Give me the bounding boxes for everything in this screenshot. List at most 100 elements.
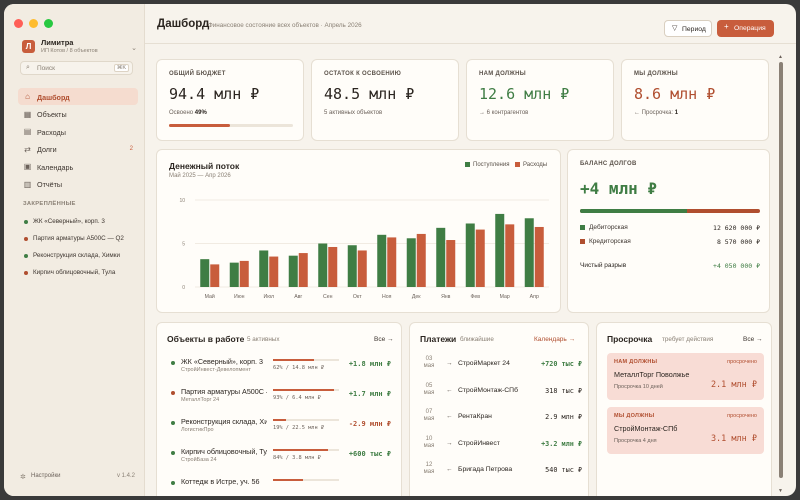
outgoing-arrow-icon: ← [446, 466, 453, 473]
sidebar-item-2[interactable]: ▤ Расходы [18, 123, 138, 140]
payment-day: 10 [425, 435, 433, 442]
overdue-type: МЫ ДОЛЖНЫ [614, 413, 655, 419]
outgoing-arrow-icon: ← [446, 413, 453, 420]
search-input[interactable]: Поиск [37, 65, 56, 72]
bar-income [436, 227, 446, 287]
kpi-label: ОСТАТОК К ОСВОЕНИЮ [324, 71, 402, 77]
pinned-item-label: Реконструкция склада, Химки [33, 251, 121, 259]
pinned-item[interactable]: Партия арматуры А500С — Q2 [23, 232, 143, 249]
object-progress-bar [273, 359, 339, 361]
scrollbar-thumb[interactable] [779, 62, 783, 478]
bar-expense [357, 250, 367, 287]
list-item[interactable]: 07 мая ← РентаКран 2.9 млн ₽ [422, 409, 582, 431]
payable-swatch [580, 239, 585, 244]
pinned-item[interactable]: Кирпич облицовочный, Тула [23, 266, 143, 283]
bar-expense [269, 256, 279, 287]
receivable-swatch [580, 225, 585, 230]
object-name: Партия арматуры А500С — Q2 [181, 387, 267, 396]
overdue-card: Просрочка требует действия Все → НАМ ДОЛ… [596, 322, 772, 496]
org-logo: Л [22, 40, 35, 53]
balance-label: БАЛАНС ДОЛГОВ [580, 161, 637, 167]
close-window-button[interactable] [14, 19, 23, 28]
object-progress-fill [273, 359, 314, 361]
debt-icon: ⇄ [24, 144, 31, 154]
list-item[interactable]: 03 мая → СтройМаркет 24 +720 тыс ₽ [422, 356, 582, 378]
maximize-window-button[interactable] [44, 19, 53, 28]
minimize-window-button[interactable] [29, 19, 38, 28]
search-box[interactable]: ⌕ Поиск ⌘K [20, 61, 133, 75]
scroll-down-icon[interactable]: ▼ [778, 488, 783, 494]
kpi-label: НАМ ДОЛЖНЫ [479, 71, 526, 77]
sidebar-item-1[interactable]: ▦ Объекты [18, 106, 138, 123]
kpi-value: 12.6 млн ₽ [479, 85, 570, 103]
bar-expense [239, 260, 249, 287]
payment-month: мая [423, 416, 435, 422]
settings-link[interactable]: Настройки [31, 473, 61, 479]
pinned-item[interactable]: Реконструкция склада, Химки [23, 249, 143, 266]
table-row[interactable]: ЖК «Северный», корп. 3 СтройИнвест-Девело… [169, 356, 391, 384]
legend-expense-label: Расходы [523, 162, 548, 169]
bar-income [259, 250, 269, 287]
sidebar-item-4[interactable]: ▣ Календарь [18, 158, 138, 175]
x-tick-label: Окт [353, 294, 362, 300]
object-progress-bar [273, 389, 339, 391]
list-item[interactable]: 10 мая → СтройИнвест +3.2 млн ₽ [422, 436, 582, 458]
payment-date: 07 мая [422, 409, 436, 423]
overdue-counterparty: СтройМонтаж-СПб [614, 424, 678, 433]
kpi-progress-bar [169, 124, 293, 127]
table-row[interactable]: Кирпич облицовочный, Тула СтройБаза 24 84%… [169, 446, 391, 474]
payment-day: 12 [425, 462, 433, 468]
kpi-sub-prefix: Освоено [169, 110, 195, 116]
objects-subtitle: 5 активных [247, 336, 280, 343]
objects-all-link[interactable]: Все → [374, 336, 394, 343]
sidebar-item-3[interactable]: ⇄ Долги 2 [18, 141, 138, 158]
payment-date: 12 мая [422, 462, 436, 476]
overdue-item[interactable]: МЫ ДОЛЖНЫ просрочено СтройМонтаж-СПб Просро… [607, 407, 764, 454]
x-tick-label: Янв [441, 294, 451, 300]
payments-calendar-link[interactable]: Календарь → [534, 336, 576, 343]
add-operation-button[interactable]: + Операция [717, 20, 774, 37]
period-button[interactable]: ▽ Период [664, 20, 712, 37]
kpi-sub-value: 1 [674, 110, 679, 116]
overdue-all-link[interactable]: Все → [743, 336, 763, 343]
pinned-item[interactable]: ЖК «Северный», корп. 3 [23, 215, 143, 232]
main-scrollbar[interactable]: ▲ ▼ [778, 54, 784, 494]
overdue-counterparty: МеталлТорг Поволжье [614, 370, 690, 379]
search-shortcut: ⌘K [113, 64, 129, 72]
net-gap-row: Чистый разрыв +4 050 000 ₽ [580, 260, 760, 272]
list-item[interactable]: 12 мая ← Бригада Петрова 540 тыс ₽ [422, 462, 582, 484]
gear-icon[interactable]: ✲ [20, 474, 26, 481]
table-row[interactable]: Коттедж в Истре, уч. 56 [169, 476, 391, 496]
balance-bar [580, 209, 760, 213]
overdue-item[interactable]: НАМ ДОЛЖНЫ просрочено МеталлТорг Поволжье П… [607, 353, 764, 400]
payment-counterparty: СтройМаркет 24 [458, 360, 510, 367]
object-status-dot [171, 391, 175, 395]
table-row[interactable]: Реконструкция склада, ХимкиЛогистикПро 19… [169, 416, 391, 444]
overdue-amount: 2.1 млн ₽ [710, 380, 757, 390]
sidebar-item-5[interactable]: ▥ Отчёты [18, 176, 138, 193]
y-tick-label: 0 [182, 285, 185, 291]
kpi-subtext: Освоено 49% [169, 110, 207, 116]
objects-title: Объекты в работе [167, 334, 245, 344]
search-icon: ⌕ [26, 64, 30, 71]
payments-title: Платежи [420, 334, 457, 344]
payable-row: Кредиторская 8 570 000 ₽ [580, 236, 760, 248]
object-progress-fill [273, 479, 303, 481]
balance-bar-receivable [580, 209, 688, 213]
kpi-value: 48.5 млн ₽ [324, 85, 415, 103]
window-controls [14, 19, 53, 28]
overdue-subtitle: требует действия [662, 336, 714, 343]
building-icon: ▦ [23, 109, 32, 119]
table-row[interactable]: Партия арматуры А500С — Q2МеталлТорг 24 9… [169, 386, 391, 414]
object-progress-bar [273, 419, 339, 421]
object-progress-bar [273, 449, 339, 451]
scroll-up-icon[interactable]: ▲ [778, 54, 783, 60]
object-progress-text: 84% / 3.8 млн ₽ [273, 455, 321, 461]
org-switcher[interactable]: Л Лимитра ИП Котов / 8 объектов ⌄ [22, 38, 137, 58]
object-client: СтройБаза 24 [181, 457, 217, 463]
legend-income-swatch [465, 162, 470, 167]
sidebar-item-0[interactable]: ⌂ Дашборд [18, 88, 138, 105]
list-item[interactable]: 05 мая ← СтройМонтаж-СПб 318 тыс ₽ [422, 383, 582, 405]
object-progress-fill [273, 449, 329, 451]
y-tick-label: 10 [179, 198, 185, 204]
